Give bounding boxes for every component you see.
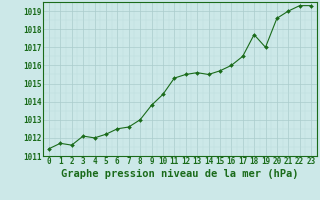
X-axis label: Graphe pression niveau de la mer (hPa): Graphe pression niveau de la mer (hPa) bbox=[61, 169, 299, 179]
